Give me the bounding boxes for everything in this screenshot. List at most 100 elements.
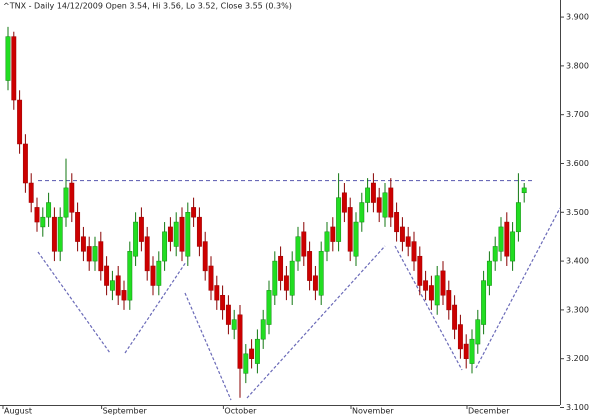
candle-body xyxy=(185,212,191,257)
candle-body xyxy=(452,304,458,330)
candle-body xyxy=(63,187,69,218)
candle-body xyxy=(40,216,46,228)
candle-body xyxy=(330,226,336,242)
candle-body xyxy=(515,202,521,233)
candle-body xyxy=(486,260,492,286)
candle-body xyxy=(260,319,266,340)
candle-body xyxy=(150,265,156,286)
candle-body xyxy=(278,255,284,281)
candle-body xyxy=(191,207,197,218)
candle-body xyxy=(121,290,127,301)
pattern-line xyxy=(246,245,386,399)
y-tick-label: 3.100 xyxy=(566,403,589,412)
candle-body xyxy=(266,290,272,325)
candle-body xyxy=(231,319,237,330)
y-tick-label: 3.400 xyxy=(566,257,589,266)
x-tick-label: September xyxy=(103,407,148,416)
candle-body xyxy=(69,182,75,213)
x-tick-label: November xyxy=(352,407,394,416)
candle-body xyxy=(127,251,133,301)
x-tick-label: August xyxy=(4,407,32,416)
candle-body xyxy=(312,275,318,291)
candle-body xyxy=(289,260,295,296)
candle-body xyxy=(388,187,394,218)
candle-body xyxy=(11,36,17,101)
candle-body xyxy=(434,275,440,306)
candle-body xyxy=(365,187,371,203)
candle-body xyxy=(115,275,121,296)
candle-body xyxy=(22,143,28,184)
candle-body xyxy=(336,197,342,242)
candle-body xyxy=(521,187,527,194)
candle-body xyxy=(405,236,411,247)
candle-body xyxy=(492,246,498,262)
candle-body xyxy=(104,265,110,286)
candle-body xyxy=(254,338,260,364)
candle-body xyxy=(202,241,208,272)
pattern-line xyxy=(394,245,463,371)
x-tick-label: December xyxy=(468,407,510,416)
candle-body xyxy=(138,216,144,242)
candle-body xyxy=(46,202,52,218)
candle-body xyxy=(5,36,11,81)
candle-body xyxy=(179,216,185,252)
candle-body xyxy=(440,270,446,296)
candle-body xyxy=(109,280,115,291)
candle-body xyxy=(417,255,423,286)
candle-body xyxy=(498,226,504,252)
candle-body xyxy=(51,216,57,252)
candle-body xyxy=(457,324,463,350)
candle-body xyxy=(133,221,139,257)
candle-body xyxy=(75,212,81,242)
candle-body xyxy=(214,285,220,301)
candle-body xyxy=(57,216,63,252)
pattern-line xyxy=(184,292,232,401)
candle-body xyxy=(225,304,231,325)
candle-body xyxy=(481,280,487,325)
chart-title: ^TNX - Daily 14/12/2009 Open 3.54, Hi 3.… xyxy=(3,2,292,11)
candle-body xyxy=(324,231,330,252)
candle-body xyxy=(243,353,249,374)
candle-body xyxy=(162,231,168,262)
candle-body xyxy=(17,99,23,145)
candle-body xyxy=(399,226,405,242)
candle-body xyxy=(301,231,307,257)
y-tick-label: 3.200 xyxy=(566,354,589,363)
candle-body xyxy=(167,226,173,242)
candle-body xyxy=(220,295,226,311)
candle-body xyxy=(92,246,98,262)
candle-body xyxy=(156,260,162,286)
x-tick-label: October xyxy=(224,407,257,416)
candle-body xyxy=(208,265,214,291)
candle-body xyxy=(376,197,382,213)
candle-body xyxy=(28,182,34,203)
y-tick-label: 3.800 xyxy=(566,61,589,70)
candle-body xyxy=(411,241,417,262)
candle-body xyxy=(370,182,376,203)
y-tick-label: 3.700 xyxy=(566,110,589,119)
candle-body xyxy=(394,212,400,233)
candle-body xyxy=(144,236,150,272)
candle-body xyxy=(475,319,481,345)
y-tick-label: 3.900 xyxy=(566,13,589,22)
candle-body xyxy=(34,207,40,223)
pattern-line xyxy=(475,207,561,369)
candle-body xyxy=(446,290,452,311)
pattern-line xyxy=(37,251,111,354)
candle-body xyxy=(428,285,434,301)
candle-body xyxy=(173,221,179,247)
candle-body xyxy=(504,221,510,257)
candle-body xyxy=(196,216,202,247)
y-tick-label: 3.500 xyxy=(566,208,589,217)
candle-body xyxy=(272,260,278,296)
candle-body xyxy=(318,251,324,296)
candle-body xyxy=(86,246,92,262)
candle-body xyxy=(423,280,429,291)
candle-body xyxy=(307,251,313,281)
candle-body xyxy=(353,221,359,257)
candle-body xyxy=(382,192,388,218)
y-tick-label: 3.600 xyxy=(566,159,589,168)
candle-body xyxy=(98,241,104,272)
